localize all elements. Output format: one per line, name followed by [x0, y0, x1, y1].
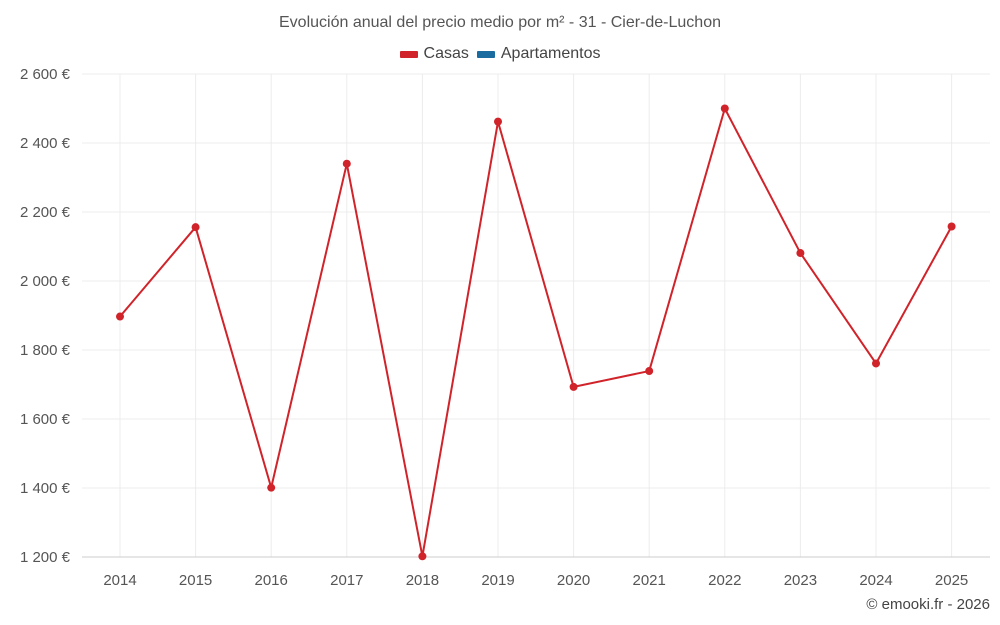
data-point: [342, 159, 351, 168]
y-tick-label: 1 800 €: [20, 342, 71, 359]
legend-item-apartamentos[interactable]: Apartamentos: [476, 45, 601, 63]
x-tick-label: 2022: [708, 572, 741, 589]
data-point: [191, 223, 200, 232]
data-point: [267, 483, 276, 492]
x-tick-label: 2017: [330, 572, 363, 589]
data-point: [796, 249, 805, 258]
x-tick-label: 2016: [255, 572, 288, 589]
y-tick-label: 1 600 €: [20, 411, 71, 428]
data-point: [872, 359, 880, 368]
credit-text[interactable]: © emooki.fr - 2026: [866, 596, 990, 613]
series-line-casas: [119, 107, 953, 558]
x-tick-label: 2024: [859, 572, 892, 589]
legend-label-apartamentos: Apartamentos: [500, 45, 601, 62]
y-tick-label: 2 400 €: [20, 135, 71, 152]
data-point: [418, 552, 427, 561]
y-tick-label: 2 000 €: [20, 273, 71, 290]
x-tick-label: 2018: [406, 572, 439, 589]
data-point: [116, 312, 124, 321]
x-tick-label: 2020: [557, 572, 590, 589]
data-point: [947, 222, 956, 231]
legend-swatch-casas: [399, 50, 418, 58]
x-tick-label: 2019: [481, 572, 514, 589]
data-point: [720, 104, 729, 113]
x-tick-label: 2023: [784, 572, 817, 589]
x-tick-label: 2021: [633, 572, 666, 589]
y-tick-label: 1 200 €: [20, 549, 71, 566]
chart-title: Evolución anual del precio medio por m² …: [279, 14, 721, 31]
x-tick-label: 2014: [103, 572, 136, 589]
legend-label-casas: Casas: [423, 45, 469, 62]
data-point: [494, 117, 502, 126]
legend-swatch-apartamentos: [476, 50, 495, 58]
y-tick-label: 2 600 €: [20, 66, 71, 83]
legend: Casas Apartamentos: [0, 45, 1000, 63]
y-tick-label: 2 200 €: [20, 204, 71, 221]
y-tick-label: 1 400 €: [20, 480, 71, 497]
data-point: [645, 367, 654, 376]
data-point: [569, 382, 578, 391]
legend-item-casas[interactable]: Casas: [399, 45, 469, 63]
x-tick-label: 2015: [179, 572, 212, 589]
x-tick-label: 2025: [935, 572, 968, 589]
